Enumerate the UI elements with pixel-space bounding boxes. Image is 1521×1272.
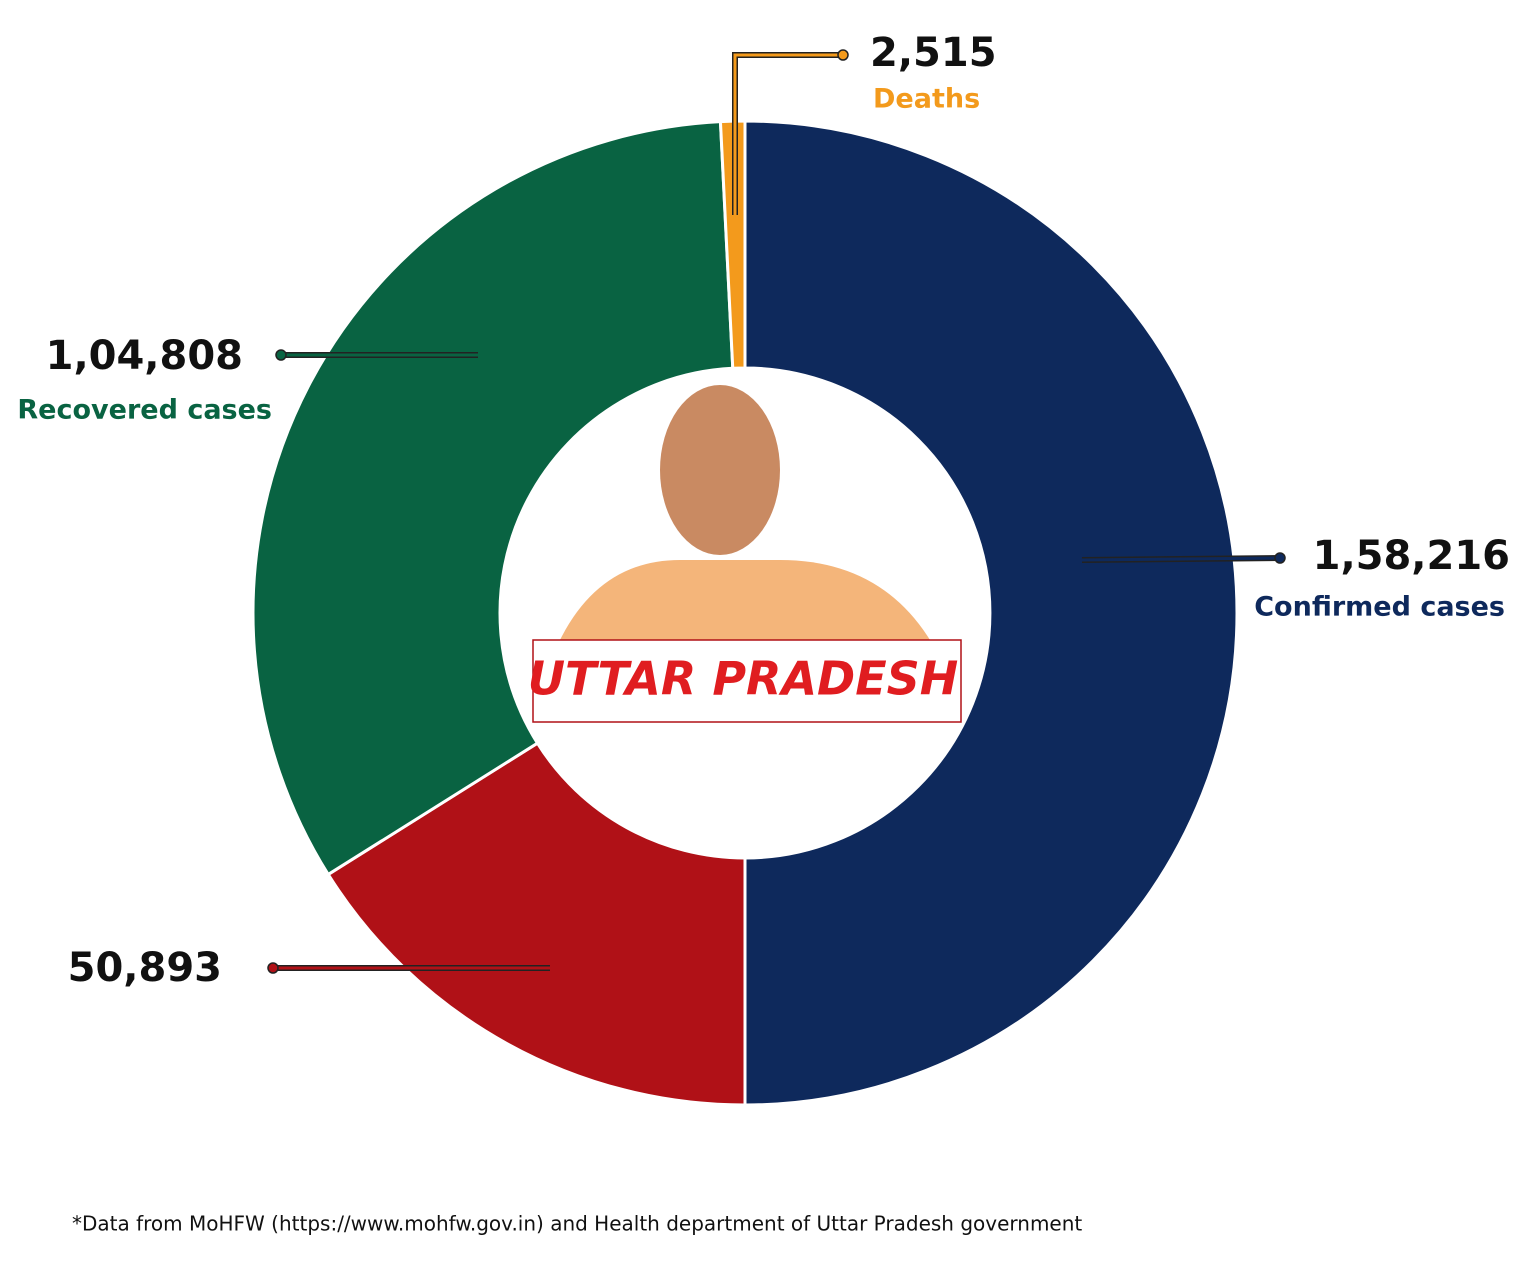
leader-dot	[837, 49, 849, 61]
category-label: Confirmed cases	[1254, 592, 1505, 623]
slices	[251, 119, 1239, 1107]
slice	[743, 119, 1239, 1107]
labels: 1,58,216 Confirmed cases 50,893 1,04,808 Rec…	[17, 30, 1510, 991]
value-label: 1,04,808	[46, 333, 243, 379]
value-label: 50,893	[68, 945, 222, 991]
leader-dot	[275, 349, 287, 361]
center-label: UTTAR PRADESH	[528, 652, 959, 706]
category-label: Deaths	[873, 84, 980, 115]
center-illustration	[532, 385, 962, 723]
value-label: 1,58,216	[1313, 533, 1510, 579]
value-label: 2,515	[870, 30, 997, 76]
leader-line-inner	[1081, 556, 1281, 562]
slice	[326, 741, 747, 1107]
category-label: Recovered cases	[17, 395, 272, 426]
source-note: *Data from MoHFW (https://www.mohfw.gov.…	[72, 1212, 1082, 1236]
slice	[251, 120, 735, 877]
leader-dot	[267, 962, 279, 974]
slice	[718, 119, 747, 370]
leader-line-inner	[733, 53, 843, 215]
leader-dot	[1274, 552, 1286, 564]
